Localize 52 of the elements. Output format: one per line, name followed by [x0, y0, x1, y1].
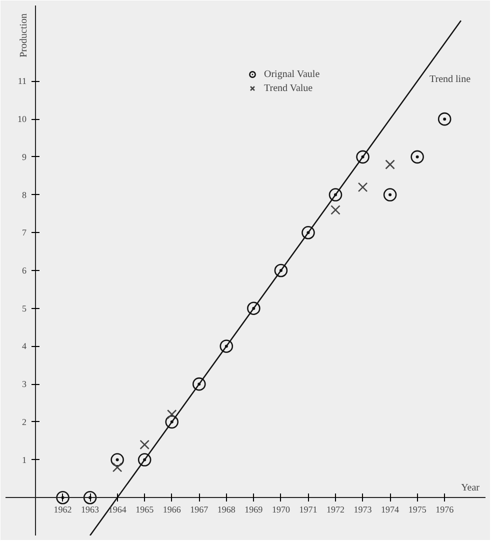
y-tick-label: 6 [22, 266, 27, 276]
x-tick-label: 1973 [354, 504, 372, 515]
y-tick-label: 8 [22, 190, 27, 200]
x-axis-title: Year [461, 482, 480, 494]
point [302, 226, 315, 240]
point [110, 453, 124, 466]
legend-label: Orignal Vaule [264, 68, 320, 81]
point [328, 188, 342, 202]
x-tick-label: 1967 [190, 504, 209, 515]
x-tick-label: 1964 [108, 504, 127, 515]
y-tick-label: 9 [22, 152, 27, 162]
point [140, 440, 150, 450]
x-tick-label: 1975 [408, 504, 427, 515]
point [330, 205, 340, 215]
point [112, 462, 122, 472]
point [166, 409, 177, 420]
point [138, 453, 152, 466]
point [385, 160, 395, 170]
x-tick-label: 1962 [54, 504, 72, 515]
point [83, 491, 97, 504]
x-tick-label: 1965 [136, 504, 154, 515]
x-tick-label: 1970 [272, 504, 290, 515]
point [56, 491, 70, 504]
x-tick-label: 1969 [244, 504, 264, 515]
point [410, 150, 424, 164]
y-tick-label: 2 [22, 416, 26, 427]
point [383, 188, 397, 202]
y-tick-label: 4 [22, 341, 27, 352]
y-tick-label: 3 [22, 379, 27, 390]
legend-label: Trend Value [264, 82, 313, 95]
point [192, 377, 206, 391]
point [247, 302, 260, 315]
x-tick-label: 1972 [326, 504, 344, 515]
x-tick-label: 1968 [217, 504, 236, 515]
x-tick-label: 1963 [81, 504, 100, 515]
y-tick-label: 5 [22, 303, 27, 314]
point [165, 415, 179, 429]
x-tick-label: 1974 [381, 504, 400, 515]
y-tick-label: 7 [22, 228, 27, 238]
series-label: Trend line [430, 74, 472, 85]
y-tick-label: 10 [18, 114, 27, 124]
point [358, 182, 368, 192]
y-tick-label: 11 [18, 76, 27, 86]
point [356, 150, 370, 164]
point [438, 112, 452, 126]
point [220, 340, 234, 353]
x-tick-label: 1966 [162, 504, 182, 515]
y-tick-label: 1 [22, 454, 26, 465]
point [274, 264, 288, 278]
x-tick-label: 1976 [436, 504, 454, 515]
x-tick-label: 1971 [299, 504, 318, 515]
y-axis-title: Production [18, 13, 30, 58]
